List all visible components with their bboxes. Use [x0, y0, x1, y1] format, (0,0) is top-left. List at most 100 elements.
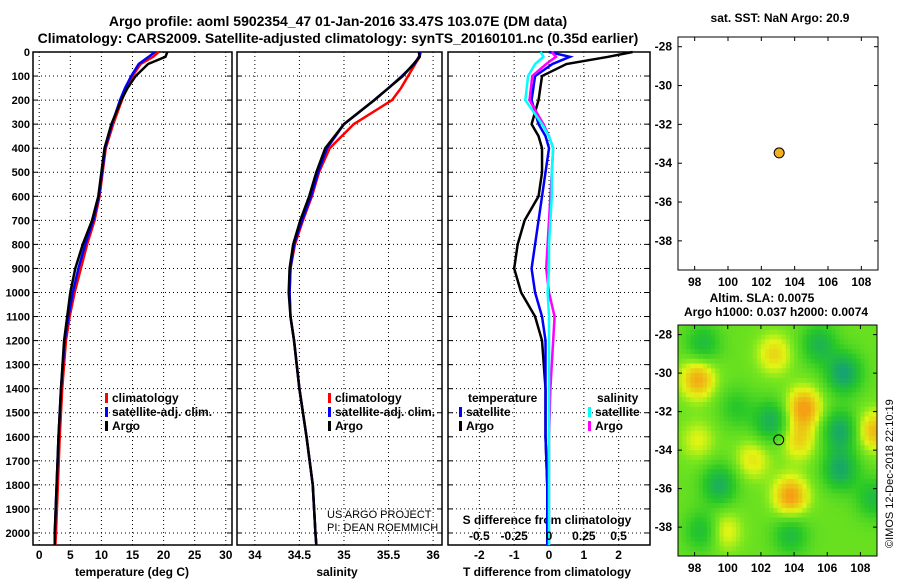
heatmap-cell — [682, 334, 687, 340]
heatmap-cell — [798, 411, 803, 417]
heatmap-cell — [682, 411, 687, 417]
heatmap-cell — [715, 358, 720, 364]
heatmap-cell — [802, 377, 808, 384]
heatmap-cell — [740, 454, 745, 461]
heatmap-cell — [794, 440, 799, 446]
heatmap-cell — [769, 406, 774, 413]
argo-location-marker — [773, 434, 785, 446]
heatmap-cell — [777, 541, 783, 547]
heatmap-cell — [806, 334, 812, 340]
heatmap-cell — [823, 498, 828, 504]
heatmap-cell — [698, 474, 704, 480]
heatmap-cell — [831, 373, 837, 379]
title-line-1: Argo profile: aoml 5902354_47 01-Jan-201… — [109, 13, 567, 29]
heatmap-cell — [698, 445, 704, 451]
heatmap-cell — [802, 382, 808, 389]
heatmap-cell — [690, 483, 696, 490]
heatmap-cell — [765, 469, 770, 475]
heatmap-cell — [831, 527, 837, 533]
heatmap-cell — [773, 358, 778, 364]
heatmap-cell — [727, 512, 733, 518]
heatmap-cell — [810, 459, 816, 466]
heatmap-cell — [736, 421, 741, 427]
heatmap-cell — [843, 488, 849, 494]
heatmap-cell — [748, 387, 754, 393]
heatmap-cell — [856, 430, 861, 437]
heatmap-cell — [868, 339, 874, 345]
heatmap-cell — [794, 507, 799, 514]
heatmap-cell — [756, 368, 762, 374]
heatmap-cell — [707, 344, 712, 350]
heatmap-cell — [702, 541, 708, 547]
heatmap-cell — [810, 450, 816, 456]
depth-tick-label: 1700 — [6, 456, 30, 468]
heatmap-cell — [810, 503, 816, 509]
heatmap-cell — [827, 426, 832, 432]
heatmap-cell — [731, 450, 737, 456]
heatmap-cell — [686, 339, 691, 345]
heatmap-cell — [707, 512, 712, 518]
heatmap-cell — [798, 512, 803, 518]
heatmap-cell — [856, 373, 861, 379]
heatmap-cell — [872, 507, 878, 514]
heatmap-cell — [831, 353, 837, 360]
heatmap-cell — [839, 358, 845, 364]
heatmap-cell — [719, 454, 725, 461]
heatmap-cell — [794, 493, 799, 499]
heatmap-cell — [856, 450, 861, 456]
heatmap-cell — [794, 454, 799, 461]
heatmap-cell — [769, 426, 774, 432]
heatmap-cell — [682, 377, 687, 384]
heatmap-cell — [802, 325, 808, 331]
heatmap-cell — [715, 382, 720, 389]
heatmap-cell — [773, 325, 778, 331]
heatmap-cell — [810, 353, 816, 360]
heatmap-cell — [723, 334, 729, 340]
heatmap-cell — [702, 373, 708, 379]
heatmap-cell — [835, 474, 841, 480]
heatmap-cell — [698, 450, 704, 456]
lon-tick-label: 100 — [718, 561, 738, 575]
heatmap-cell — [686, 536, 691, 543]
heatmap-cell — [707, 536, 712, 543]
heatmap-cell — [740, 546, 745, 552]
heatmap-cell — [872, 469, 878, 475]
heatmap-cell — [777, 527, 783, 533]
heatmap-cell — [686, 479, 691, 485]
heatmap-cell — [868, 512, 874, 518]
heatmap-cell — [744, 358, 749, 364]
heatmap-cell — [694, 507, 700, 514]
heatmap-cell — [769, 541, 774, 547]
heatmap-cell — [856, 445, 861, 451]
heatmap-cell — [814, 387, 820, 393]
heatmap-cell — [781, 498, 787, 504]
heatmap-cell — [872, 421, 878, 427]
heatmap-cell — [798, 527, 803, 533]
lat-tick-label: -34 — [655, 443, 673, 457]
heatmap-cell — [707, 546, 712, 552]
heatmap-cell — [835, 517, 841, 523]
heatmap-cell — [802, 430, 808, 437]
heatmap-cell — [843, 344, 849, 350]
heatmap-cell — [818, 382, 824, 389]
heatmap-cell — [852, 353, 857, 360]
heatmap-cell — [823, 536, 828, 543]
heatmap-cell — [748, 353, 754, 360]
heatmap-cell — [682, 536, 687, 543]
heatmap-cell — [690, 349, 696, 355]
heatmap-cell — [678, 406, 683, 413]
heatmap-cell — [711, 334, 716, 340]
heatmap-cell — [736, 406, 741, 413]
heatmap-cell — [831, 440, 837, 446]
heatmap-cell — [731, 430, 737, 437]
x-tick-label: 20 — [157, 548, 171, 562]
heatmap-cell — [818, 464, 824, 470]
heatmap-cell — [798, 397, 803, 403]
series-line-satellite-adj-clim- — [288, 51, 422, 546]
heatmap-cell — [872, 382, 878, 389]
heatmap-cell — [843, 464, 849, 470]
heatmap-cell — [835, 498, 841, 504]
heatmap-cell — [794, 512, 799, 518]
heatmap-cell — [769, 488, 774, 494]
heatmap-cell — [678, 430, 683, 437]
